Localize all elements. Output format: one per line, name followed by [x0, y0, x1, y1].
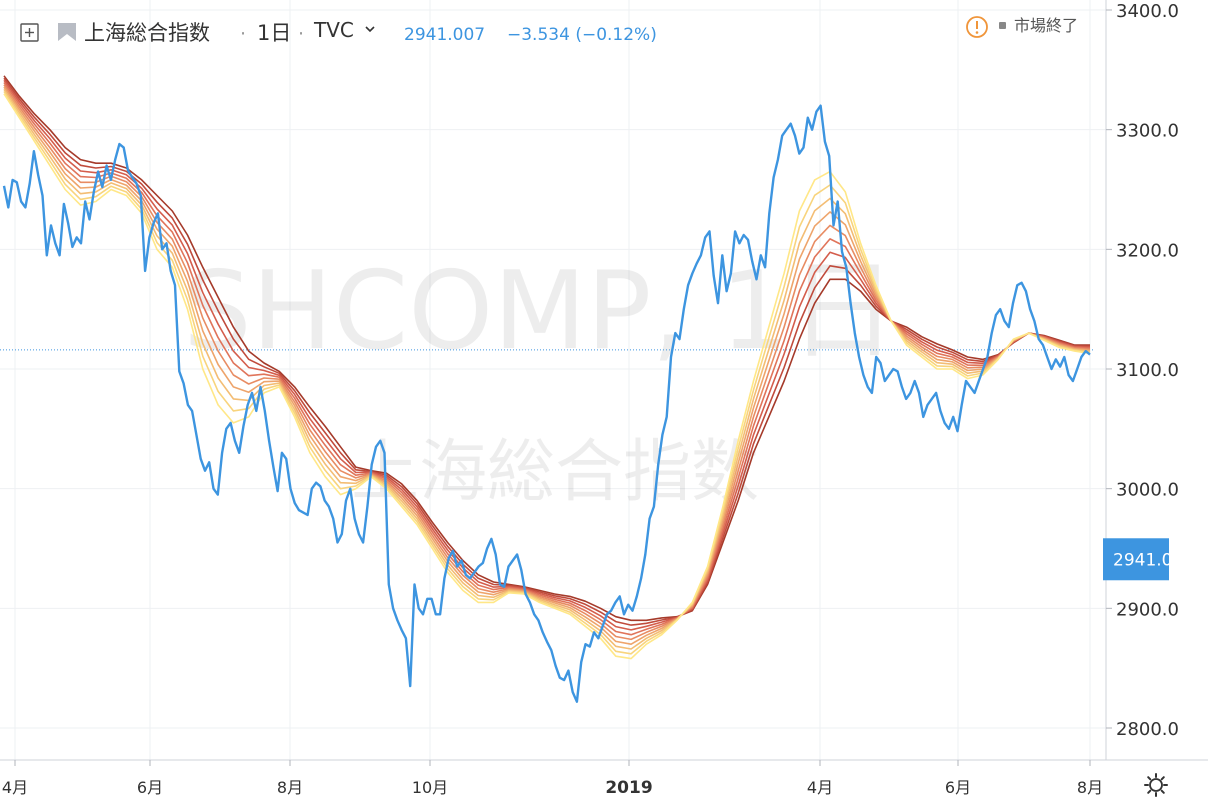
x-tick-label: 2019 — [605, 778, 652, 798]
watermark-name: 上海総合指数 — [351, 433, 759, 512]
chart-grid — [0, 0, 1106, 760]
ma-ribbon-line — [3, 93, 1091, 660]
x-tick-label: 4月 — [807, 778, 833, 797]
x-tick-label: 6月 — [945, 778, 971, 797]
ma-ribbon-line — [3, 86, 1091, 646]
flag-icon[interactable] — [58, 23, 76, 41]
x-tick-label: 8月 — [1077, 778, 1103, 797]
y-tick-label: 3400.0 — [1116, 1, 1179, 22]
symbol-name[interactable]: 上海総合指数 — [84, 21, 210, 45]
ma-ribbon-line — [3, 84, 1091, 641]
ma-ribbon-line — [3, 91, 1091, 655]
exchange-label[interactable]: TVC — [313, 18, 354, 42]
interval-label[interactable]: 1日 — [257, 21, 291, 45]
ma-ribbon-line — [3, 82, 1091, 636]
x-tick-label: 6月 — [137, 778, 163, 797]
last-price-value: 2941.007 — [404, 25, 485, 45]
exclamation-circle-icon-dot — [975, 31, 979, 34]
last-price-badge: 2941.0 — [1103, 538, 1172, 581]
legend: 上海総合指数 · 1日 · TVC 2941.007 −3.534 (−0.12… — [20, 16, 1078, 45]
x-tick-label: 10月 — [412, 778, 448, 797]
ma-ribbon-line — [3, 77, 1091, 626]
legend-separator-1: · — [240, 23, 246, 45]
y-tick-label: 2800.0 — [1116, 719, 1179, 740]
time-axis[interactable]: 4月 6月 8月 10月 2019 4月 6月 8月 — [2, 760, 1103, 798]
status-square-icon — [999, 22, 1006, 29]
y-tick-label: 3300.0 — [1116, 121, 1179, 142]
y-tick-label: 3200.0 — [1116, 240, 1179, 261]
ma-ribbon-line — [3, 75, 1090, 622]
x-tick-label: 8月 — [277, 778, 303, 797]
price-axis[interactable]: 3400.0 3300.0 3200.0 3100.0 3000.0 2900.0 2800… — [1106, 1, 1179, 740]
y-tick-label: 3000.0 — [1116, 480, 1179, 501]
moving-average-ribbon — [3, 75, 1091, 660]
legend-separator-2: · — [298, 23, 304, 45]
y-tick-label: 3100.0 — [1116, 360, 1179, 381]
price-change-value: −3.534 (−0.12%) — [507, 25, 657, 45]
exclamation-circle-icon[interactable] — [966, 16, 988, 38]
gear-icon[interactable] — [1144, 773, 1168, 797]
market-status: 市場終了 — [1014, 16, 1078, 35]
ma-ribbon-line — [3, 88, 1091, 650]
last-price-badge-label: 2941.0 — [1113, 550, 1172, 570]
ma-ribbon-line — [3, 79, 1091, 631]
price-series-line — [2, 104, 1091, 703]
y-tick-label: 2900.0 — [1116, 599, 1179, 620]
chevron-down-icon[interactable] — [365, 26, 375, 33]
x-tick-label: 4月 — [2, 778, 28, 797]
watermark-ticker: SHCOMP, 1日 — [183, 249, 897, 374]
plus-square-icon[interactable] — [20, 23, 39, 42]
watermark: SHCOMP, 1日 上海総合指数 — [183, 249, 897, 512]
